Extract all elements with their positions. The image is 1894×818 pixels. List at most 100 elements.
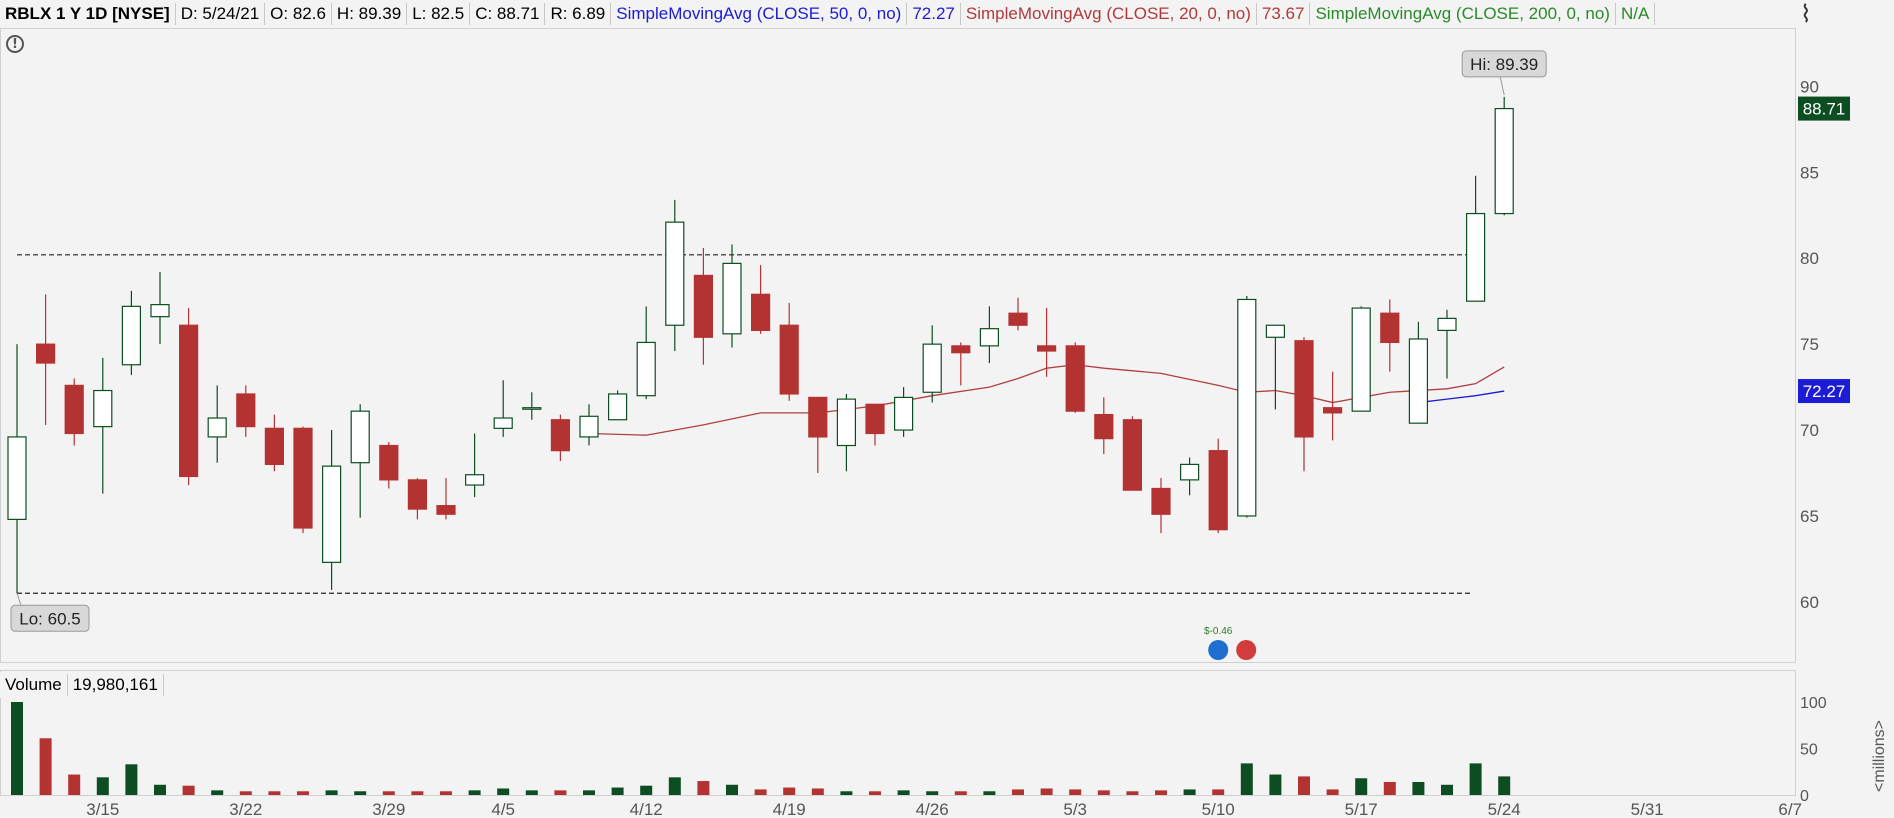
candle bbox=[1351, 306, 1371, 412]
candle bbox=[64, 378, 84, 446]
candle bbox=[750, 265, 771, 334]
drawing-tool-icon[interactable]: ⌇ bbox=[1800, 0, 1812, 28]
volume-bar bbox=[1269, 774, 1282, 795]
earnings-marker: $-0.46 bbox=[1204, 626, 1257, 660]
candle bbox=[236, 385, 256, 437]
open-label: O: 82.6 bbox=[265, 3, 332, 25]
y-tick-label: 75 bbox=[1800, 335, 1819, 354]
volume-bar bbox=[239, 791, 252, 795]
lo-label-box bbox=[10, 604, 90, 632]
candle bbox=[35, 294, 56, 425]
x-axis: 3/15 3/22 3/29 4/5 4/12 4/19 4/26 5/3 5/10 5/17 5/… bbox=[86, 800, 1802, 818]
volume-bar bbox=[1012, 789, 1024, 795]
volume-bar bbox=[297, 791, 309, 795]
candle bbox=[665, 199, 685, 352]
candle-body bbox=[379, 444, 399, 481]
candle bbox=[1151, 478, 1171, 534]
volume-bar bbox=[325, 790, 338, 795]
candle-body bbox=[1380, 312, 1400, 344]
volume-bar bbox=[1326, 789, 1339, 795]
volume-bar bbox=[611, 787, 624, 795]
candle-body bbox=[779, 324, 799, 395]
sma200-label[interactable]: SimpleMovingAvg (CLOSE, 200, 0, no) bbox=[1310, 3, 1616, 25]
x-tick-label: 4/5 bbox=[491, 800, 515, 818]
candle bbox=[1208, 438, 1228, 534]
candle-body bbox=[179, 324, 199, 478]
volume-bar bbox=[668, 777, 681, 795]
volume-bar bbox=[468, 790, 481, 795]
volume-bar bbox=[811, 788, 824, 795]
candle-body bbox=[665, 221, 685, 326]
candle bbox=[1408, 321, 1429, 424]
candle-body bbox=[121, 305, 142, 366]
candle-body bbox=[465, 474, 485, 486]
candle-body bbox=[1437, 317, 1457, 331]
info-icon[interactable]: ! bbox=[6, 35, 24, 53]
candle-body bbox=[407, 479, 427, 510]
volume-pane: 0 50 100 <millions> bbox=[0, 670, 1888, 805]
volume-bar bbox=[1069, 789, 1082, 795]
candle bbox=[579, 404, 599, 446]
candle bbox=[865, 403, 885, 446]
volume-bar bbox=[783, 787, 796, 795]
candle-body bbox=[693, 274, 714, 338]
price-pane-frame bbox=[0, 28, 1796, 663]
candle bbox=[1322, 371, 1343, 441]
candle-body bbox=[493, 417, 513, 429]
candle bbox=[1294, 337, 1314, 472]
candle bbox=[493, 380, 513, 437]
sma50-label[interactable]: SimpleMovingAvg (CLOSE, 50, 0, no) bbox=[611, 3, 908, 25]
candle bbox=[1265, 324, 1286, 410]
candle bbox=[1465, 175, 1486, 302]
volume-bar bbox=[1498, 776, 1511, 795]
candle-body bbox=[7, 436, 27, 520]
candle-body bbox=[979, 328, 1000, 347]
candle bbox=[1380, 299, 1400, 372]
candle-body bbox=[522, 407, 542, 410]
volume-tick-label: 50 bbox=[1800, 742, 1818, 759]
volume-bar bbox=[1355, 778, 1368, 795]
y-tick-label: 60 bbox=[1800, 593, 1819, 612]
volume-bar bbox=[154, 784, 166, 795]
volume-bar bbox=[1126, 791, 1139, 795]
volume-bar bbox=[11, 702, 23, 795]
volume-bar bbox=[926, 791, 939, 795]
x-tick-label: 5/10 bbox=[1202, 800, 1235, 818]
candle bbox=[93, 357, 113, 494]
close-price-tag-text: 88.71 bbox=[1803, 100, 1846, 119]
y-tick-label: 65 bbox=[1800, 507, 1819, 526]
volume-bar bbox=[182, 785, 195, 795]
candle bbox=[1036, 308, 1057, 377]
candle bbox=[293, 426, 313, 534]
volume-bar bbox=[382, 791, 395, 795]
volume-axis-label: <millions> bbox=[1871, 720, 1888, 792]
y-tick-label: 70 bbox=[1800, 421, 1819, 440]
x-tick-label: 5/3 bbox=[1063, 800, 1087, 818]
candle bbox=[150, 271, 170, 345]
sma200-value: N/A bbox=[1616, 3, 1656, 25]
candle-body bbox=[636, 341, 656, 397]
candle bbox=[893, 387, 914, 437]
lo-label-text: Lo: 60.5 bbox=[19, 609, 80, 628]
candle bbox=[1237, 296, 1257, 518]
candle bbox=[693, 247, 714, 365]
volume-bar bbox=[1212, 789, 1225, 795]
candle-body bbox=[1322, 407, 1343, 414]
candle-body bbox=[293, 427, 313, 529]
candle bbox=[7, 344, 27, 594]
conference-call-icon bbox=[1236, 640, 1257, 660]
candle-body bbox=[322, 465, 342, 563]
symbol-label[interactable]: RBLX 1 Y 1D [NYSE] bbox=[0, 3, 176, 25]
volume-bar bbox=[897, 790, 910, 795]
volume-bar bbox=[440, 791, 452, 795]
sma20-label[interactable]: SimpleMovingAvg (CLOSE, 20, 0, no) bbox=[961, 3, 1257, 25]
volume-bar bbox=[640, 785, 653, 795]
candle-body bbox=[1008, 312, 1028, 326]
candle-body bbox=[579, 415, 599, 438]
candle bbox=[322, 430, 342, 590]
candle-body bbox=[1122, 419, 1143, 491]
candle-body bbox=[436, 505, 456, 515]
volume-bar bbox=[554, 790, 567, 795]
candle bbox=[1437, 309, 1457, 379]
